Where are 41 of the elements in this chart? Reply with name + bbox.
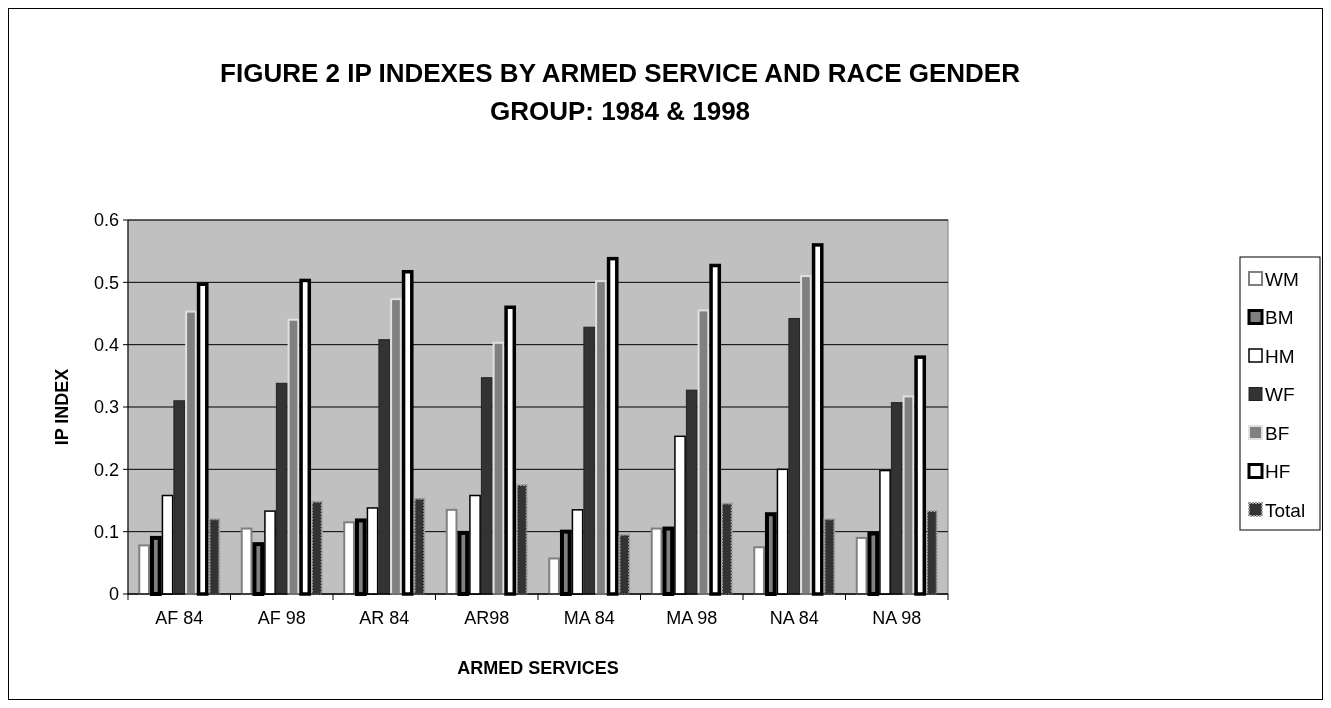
bar xyxy=(583,326,596,595)
bar xyxy=(311,500,323,595)
x-tick-label: MA 98 xyxy=(666,608,718,628)
legend-label: Total xyxy=(1265,499,1306,521)
bar xyxy=(618,533,631,595)
bar xyxy=(173,400,186,595)
x-tick-label: NA 98 xyxy=(872,608,922,628)
bar xyxy=(685,389,698,595)
bar xyxy=(208,518,221,595)
legend-label: BF xyxy=(1265,422,1290,444)
legend-label: HM xyxy=(1265,345,1295,367)
bar xyxy=(480,377,493,595)
y-tick-label: 0.5 xyxy=(93,272,119,293)
y-tick-label: 0.6 xyxy=(93,210,119,231)
bar xyxy=(926,510,938,595)
bar xyxy=(516,483,528,595)
legend-label: WF xyxy=(1265,384,1295,406)
bar xyxy=(788,317,801,595)
y-tick-label: 0.1 xyxy=(93,521,119,542)
legend-label: HF xyxy=(1265,461,1291,483)
bar xyxy=(890,402,903,595)
bar xyxy=(413,497,426,595)
y-tick-label: 0.3 xyxy=(93,397,119,418)
x-tick-label: AF 84 xyxy=(155,608,204,628)
x-tick-label: AR 84 xyxy=(359,608,410,628)
x-axis-title: ARMED SERVICES xyxy=(457,658,619,678)
bar xyxy=(378,339,391,595)
x-tick-label: MA 84 xyxy=(563,608,615,628)
bar xyxy=(275,382,288,595)
legend-label: BM xyxy=(1265,307,1294,329)
y-tick-label: 0.2 xyxy=(93,459,119,480)
x-tick-label: AF 98 xyxy=(257,608,306,628)
bar xyxy=(823,518,836,595)
y-tick-label: 0 xyxy=(108,584,119,605)
x-tick-label: NA 84 xyxy=(769,608,819,628)
x-tick-label: AR98 xyxy=(464,608,510,628)
y-tick-label: 0.4 xyxy=(93,334,119,355)
legend-label: WM xyxy=(1265,268,1299,290)
y-axis-title: IP INDEX xyxy=(52,368,72,446)
bar xyxy=(721,502,733,595)
chart-title: FIGURE 2 IP INDEXES BY ARMED SERVICE AND RACE GENDER GROUP: 1984 & 1998 xyxy=(220,58,1021,126)
